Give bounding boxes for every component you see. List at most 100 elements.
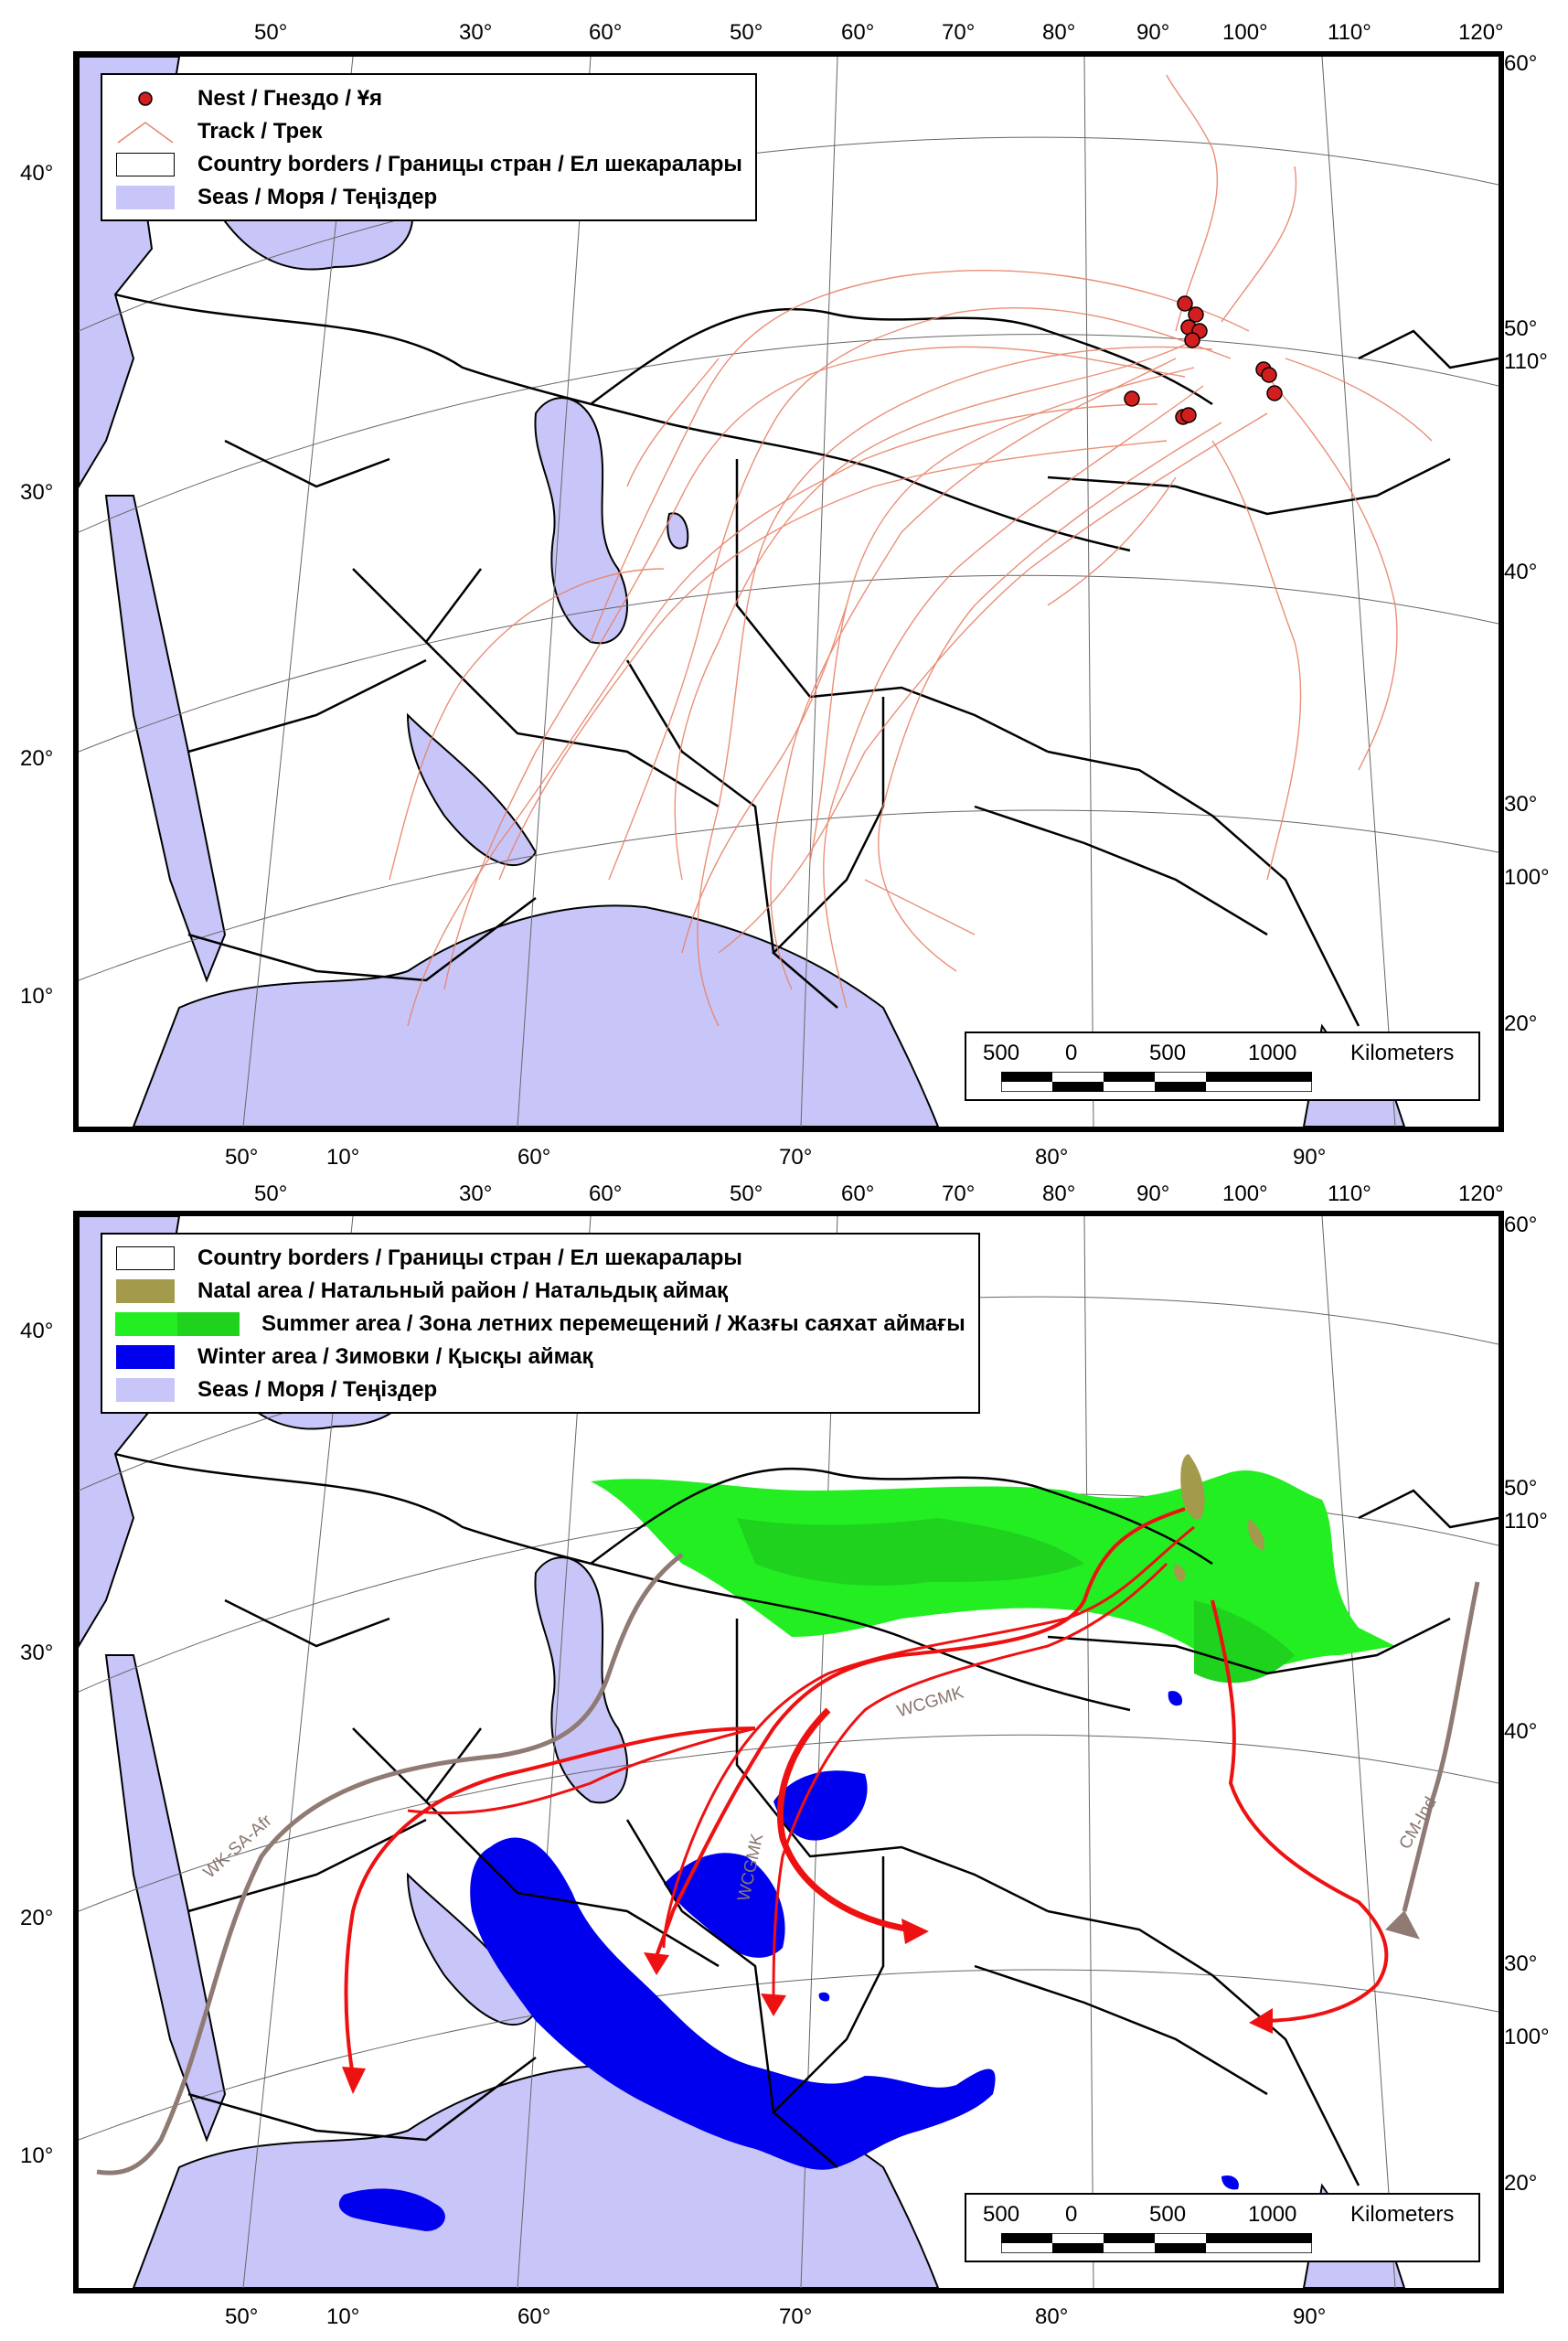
bottom-map-bottom-label: 10° [326,2304,360,2329]
top-map-bottom-label: 90° [1293,1145,1327,1170]
top-map-top-label: 50° [730,20,763,45]
track-line-icon [113,119,177,144]
top-map-right-label: 100° [1504,865,1550,890]
bottom-map-left-label: 10° [20,2143,54,2168]
top-map-bottom-label: 80° [1035,1145,1069,1170]
bottom-map-panel: WCGMK WCGMK WK-SA-Afr CM-Ind Country bor… [73,1211,1504,2293]
top-map-left-label: 20° [20,746,54,771]
bottom-map-top-label: 90° [1136,1181,1170,1206]
bottom-map-top-label: 60° [589,1181,623,1206]
legend-label: Country borders / Границы стран / Ел шек… [197,1245,742,1270]
scale-label: 0 [1065,2202,1078,2227]
aral-sea [667,512,689,550]
top-map-top-label: 70° [942,20,976,45]
legend-row-seas: Seas / Моря / Теңіздер [113,181,742,214]
nest-point [1177,295,1193,312]
scale-bar-graphic [1001,2233,1312,2253]
bottom-map-bottom-label: 60° [517,2304,551,2329]
top-map-top-label: 90° [1136,20,1170,45]
scale-label: 500 [1149,2202,1187,2227]
scale-label: 1000 [1248,1041,1297,1065]
legend-row-track: Track / Трек [113,115,742,148]
legend-label: Country borders / Границы стран / Ел шек… [197,152,742,176]
bottom-map-top-label: 50° [730,1181,763,1206]
route-wcgmk-b [772,1562,1168,2004]
legend-label: Seas / Моря / Теңіздер [197,185,438,209]
top-map-bottom-label: 50° [225,1145,259,1170]
top-map-right-label: 40° [1504,560,1538,584]
top-map-borders [114,293,1499,1027]
bottom-map-scale-bar: 500 0 500 1000 Kilometers [965,2193,1480,2262]
migration-routes [96,1507,1480,2175]
top-map-graticule [79,57,1499,1127]
scale-label: 500 [983,2202,1020,2227]
top-map-top-label: 60° [841,20,875,45]
top-map-scale-bar: 500 0 500 1000 Kilometers [965,1032,1480,1101]
legend-row-borders: Country borders / Границы стран / Ел шек… [113,148,742,181]
legend-row-seas: Seas / Моря / Теңіздер [113,1374,965,1406]
top-map-right-label: 60° [1504,51,1538,76]
summer-box-icon [113,1311,241,1337]
top-map-right-label: 30° [1504,792,1538,817]
top-map-canvas [79,57,1499,1127]
bottom-map-right-label: 20° [1504,2171,1538,2196]
top-map-bottom-label: 10° [326,1145,360,1170]
top-map-top-label: 120° [1458,20,1504,45]
bottom-map-borders [114,1452,1499,2186]
nest-point [1261,367,1277,383]
natal-box-icon [113,1278,177,1304]
nest-point [1266,385,1283,401]
bottom-map-right-label: 110° [1504,1509,1548,1534]
bottom-map-bottom-label: 70° [779,2304,813,2329]
summer-area [591,1470,1395,1684]
bottom-map-right-label: 30° [1504,1951,1538,1976]
top-map-legend: Nest / Гнездо / Ұя Track / Трек Country … [101,73,757,221]
red-sea [104,495,227,983]
legend-label: Track / Трек [197,119,323,144]
top-map-top-label: 110° [1328,20,1371,45]
bottom-map-top-label: 30° [459,1181,493,1206]
top-map-top-label: 100° [1222,20,1268,45]
legend-row-winter: Winter area / Зимовки / Қысқы аймақ [113,1341,965,1374]
bottom-map-bottom-label: 50° [225,2304,259,2329]
legend-label: Summer area / Зона летних перемещений / … [261,1311,965,1336]
legend-row-summer: Summer area / Зона летних перемещений / … [113,1308,965,1341]
legend-label: Winter area / Зимовки / Қысқы аймақ [197,1344,593,1369]
bottom-map-legend: Country borders / Границы стран / Ел шек… [101,1233,980,1414]
route-cm-ind [1402,1581,1480,1912]
legend-row-borders: Country borders / Границы стран / Ел шек… [113,1242,965,1275]
bottom-map-top-label: 70° [942,1181,976,1206]
nest-dot-icon [113,86,177,112]
top-map-top-label: 60° [589,20,623,45]
bottom-map-top-label: 60° [841,1181,875,1206]
legend-row-natal: Natal area / Натальный район / Натальдық… [113,1275,965,1308]
border-box-icon [113,152,177,177]
route-wk-sa-afr [96,1553,684,2175]
nest-point [1184,332,1200,348]
bottom-map-bottom-label: 90° [1293,2304,1327,2329]
legend-row-nest: Nest / Гнездо / Ұя [113,82,742,115]
winter-areas [338,1691,1239,2231]
top-map-tracks [389,74,1433,1027]
bottom-map-top-label: 110° [1328,1181,1371,1206]
top-map-bottom-label: 60° [517,1145,551,1170]
scale-bar-graphic [1001,1072,1312,1092]
top-map-top-label: 80° [1042,20,1076,45]
scale-unit: Kilometers [1350,2202,1455,2227]
bottom-map-bottom-label: 80° [1035,2304,1069,2329]
scale-label: 0 [1065,1041,1078,1065]
arabian-sea [132,904,940,1127]
nest-point [1124,390,1140,407]
bottom-map-top-label: 50° [254,1181,288,1206]
top-map-right-label: 50° [1504,316,1538,341]
bottom-map-right-label: 100° [1504,2025,1550,2049]
scale-unit: Kilometers [1350,1041,1455,1065]
top-map-bottom-label: 70° [779,1145,813,1170]
bottom-map-top-label: 120° [1458,1181,1504,1206]
top-map-nests [1124,295,1283,425]
bottom-map-left-label: 40° [20,1319,54,1343]
nest-point [1188,306,1204,323]
legend-label: Nest / Гнездо / Ұя [197,86,383,111]
bottom-map-left-label: 30° [20,1641,54,1665]
winter-box-icon [113,1344,177,1370]
